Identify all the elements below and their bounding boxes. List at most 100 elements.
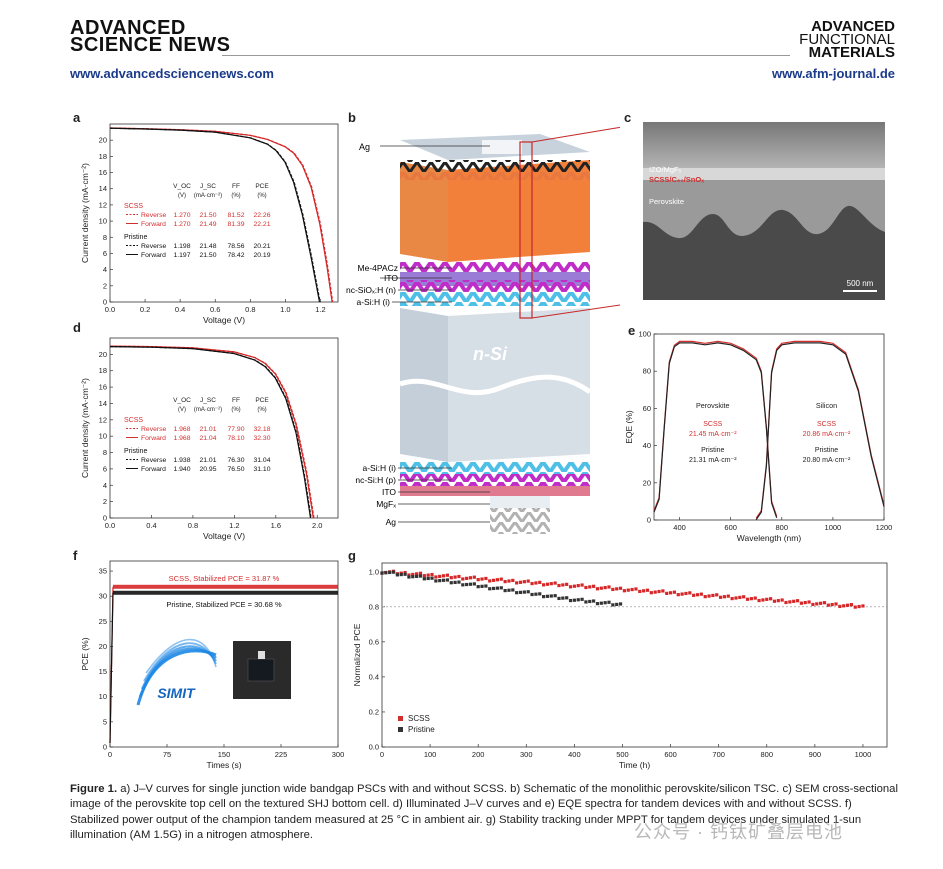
panel-g-scss-point <box>668 591 673 595</box>
panel-d-xlabel: Voltage (V) <box>203 531 245 541</box>
panel-d-xtick-label: 1.6 <box>271 521 281 530</box>
panel-d-table-value: 1.968 <box>173 426 190 433</box>
panel-e-xtick-label: 400 <box>673 523 686 532</box>
panel-g-scss-point <box>838 604 842 609</box>
panel-f-ytick-label: 20 <box>99 642 107 651</box>
right-url-link[interactable]: www.afm-journal.de <box>771 66 895 81</box>
panel-g-legend-pristine-marker <box>398 727 403 732</box>
panel-d-xtick-label: 0.0 <box>105 521 115 530</box>
panel-d-table-unit: (%) <box>257 407 266 413</box>
panel-g-scss-point <box>515 581 519 585</box>
label-asi-top: a-Si:H (i) <box>356 297 390 307</box>
nc-si-p-layer <box>400 474 590 488</box>
panel-g-ytick-label: 0.8 <box>369 602 379 611</box>
panel-g-scss-point <box>530 581 534 586</box>
panel-a-table-value: 81.52 <box>227 212 244 219</box>
panel-g-scss-point <box>665 591 669 595</box>
panel-g-scss-point <box>749 597 753 601</box>
panel-g-scss-point <box>611 587 615 592</box>
panel-d-table-header: J_SC <box>200 397 216 404</box>
a-si-layer-top <box>400 292 590 306</box>
panel-label-e: e <box>628 323 636 338</box>
panel-label-f: f <box>73 548 78 563</box>
panel-g-scss-point <box>769 597 773 601</box>
panel-g-scss-point <box>684 591 688 596</box>
panel-a-table-value: 78.56 <box>227 243 244 250</box>
panel-g-pristine-point <box>384 571 388 575</box>
left-url-link[interactable]: www.advancedsciencenews.com <box>70 66 274 81</box>
panel-g-scss-point <box>707 594 711 598</box>
panel-a-ytick-label: 6 <box>103 249 107 258</box>
zoom-line-bottom <box>531 304 620 319</box>
panel-g-pristine-point <box>495 586 500 590</box>
panel-g-scss-point <box>565 582 569 586</box>
panel-g-pristine-point <box>476 585 480 589</box>
panel-g-scss-point <box>676 593 680 597</box>
panel-d-table-unit: (V) <box>178 407 186 413</box>
panel-g-scss-point <box>842 604 846 608</box>
panel-e-ytick-label: 100 <box>638 330 651 339</box>
panel-a-ytick-label: 18 <box>99 152 107 161</box>
panel-g-pristine-point <box>618 602 623 606</box>
panel-e-silicon-scss-value: 20.86 mA·cm⁻² <box>803 431 851 438</box>
panel-g-ylabel: Normalized PCE <box>352 623 362 686</box>
panel-label-a: a <box>73 110 81 125</box>
panel-a-xtick-label: 0.4 <box>175 305 185 314</box>
panel-c-sem-image: IZO/MgFₓ SCSS/C₆₀/SnOₓ Perovskite 500 nm <box>643 122 885 300</box>
panel-g-pristine-point <box>418 574 423 578</box>
panel-g-scss-point <box>657 589 661 594</box>
panel-a-xlabel: Voltage (V) <box>203 315 245 325</box>
panel-g-scss-point <box>542 583 546 587</box>
panel-g-scss-point <box>692 593 696 597</box>
panel-g-pristine-point <box>468 582 473 586</box>
label-ito-bottom: ITO <box>382 487 396 497</box>
panel-f-pristine-trace <box>113 590 338 595</box>
panel-g-pristine-point <box>553 594 557 598</box>
panel-e-xtick-label: 800 <box>776 523 789 532</box>
panel-g-scss-point <box>534 581 538 585</box>
panel-g-scss-point <box>526 579 530 583</box>
panel-g-pristine-point <box>580 597 584 601</box>
panel-e-perovskite-scss-value: 21.45 mA·cm⁻² <box>689 431 737 438</box>
simit-logo-swoosh <box>145 638 217 674</box>
me4pacz-layer <box>400 262 590 274</box>
panel-d-table-unit: (%) <box>231 407 240 413</box>
panel-a-table-value: 20.19 <box>253 252 270 259</box>
panel-a-table-value: 1.270 <box>173 221 190 228</box>
panel-g-scss-point <box>638 589 642 594</box>
panel-e-perovskite-pristine-name: Pristine <box>701 447 724 454</box>
panel-g-scss-point <box>472 575 476 579</box>
sem-label-izo: IZO/MgFₓ <box>649 165 682 174</box>
panel-g-pristine-point <box>507 588 511 592</box>
panel-g-pristine-point <box>438 579 442 583</box>
panel-g-scss-point <box>834 602 838 606</box>
panel-d-table-header: PCE <box>255 397 269 404</box>
panel-g-xtick-label: 300 <box>520 750 533 759</box>
figure-caption: Figure 1. a) J–V curves for single junct… <box>70 782 900 843</box>
panel-g-pristine-point <box>426 576 430 581</box>
panel-d-table-value: 32.18 <box>253 426 270 433</box>
panel-a-table-value: 1.270 <box>173 212 190 219</box>
panel-g-scss-point <box>430 572 434 577</box>
panel-d-table-value: 32.30 <box>253 435 270 442</box>
panel-g-scss-point <box>441 574 446 578</box>
panel-g-pristine-point <box>380 571 384 575</box>
panel-e-frame <box>653 333 885 521</box>
panel-label-g: g <box>348 548 356 563</box>
panel-g-scss-point <box>645 588 650 592</box>
panel-g-scss-point <box>672 590 677 594</box>
panel-a-ytick-label: 8 <box>103 233 107 242</box>
panel-g-pristine-point <box>526 590 530 594</box>
panel-g-scss-point <box>511 578 515 583</box>
panel-a-table-row-label: Reverse <box>141 212 167 219</box>
panel-g-scss-point <box>518 580 523 584</box>
panel-d-ytick-label: 18 <box>99 366 107 375</box>
top-zigzag-2 <box>400 172 590 180</box>
panel-g-pristine-point <box>430 576 434 580</box>
panel-g-scss-point <box>449 576 453 580</box>
panel-d-table-value: 1.968 <box>173 435 190 442</box>
panel-f-pristine-label: Pristine, Stabilized PCE = 30.68 % <box>166 600 282 609</box>
zoom-line-top <box>531 126 620 143</box>
panel-g-pristine-point <box>403 572 407 576</box>
panel-e-silicon-scss-name: SCSS <box>817 421 836 428</box>
